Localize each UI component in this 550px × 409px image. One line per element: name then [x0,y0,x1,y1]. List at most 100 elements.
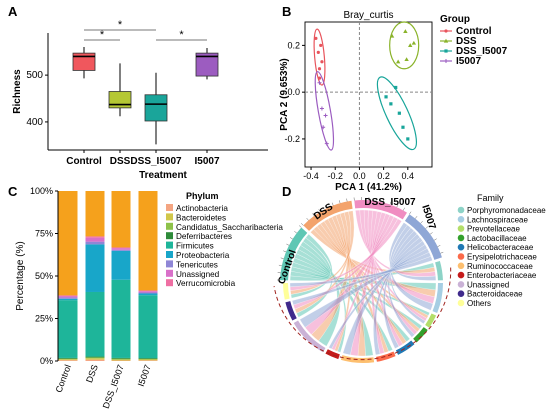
c-bar-segment [138,191,158,291]
d-family-sector [413,327,428,343]
b-point [394,85,398,90]
b-y-tick-label: 0.2 [287,40,300,50]
d-legend-label: Lactobacillaceae [467,234,527,243]
c-bar-segment [85,291,105,357]
c-bar-segment [111,250,131,280]
c-legend-label: Unassigned [176,270,220,279]
d-scale-tick [331,202,334,206]
a-x-tick-label: Control [66,156,102,167]
d-legend-label: Others [467,299,491,308]
d-group-sector [404,214,442,260]
d-legend-label: Lachnospiraceae [467,215,528,224]
c-bar-segment [58,297,78,299]
b-y-tick-label: 0.0 [287,87,300,97]
c-bar-segment [85,236,105,238]
d-scale-tick [298,225,302,228]
c-bar-segment [58,360,78,361]
panel-letter-d: D [282,184,291,199]
d-scale-tick [294,231,297,234]
d-legend-swatch [457,281,465,288]
c-bar-segment [58,358,78,360]
c-bar-segment [111,358,131,360]
panel-b-pca-scatter: Bray_curtis-0.4 -0.2 0.0 0.2 0.4-0.20.00.2PC… [279,10,508,193]
c-legend-label: Candidatus_Saccharibacteria [176,223,283,232]
c-bar-segment [85,237,105,242]
c-y-tick-label: 0% [40,356,53,366]
c-x-tick-label: Control [54,363,73,394]
b-point [384,95,388,99]
a-box [144,94,168,122]
c-legend-swatch [166,204,173,211]
a-x-tick-label: I5007 [194,156,219,167]
d-scale-tick [415,216,418,219]
c-legend-label: Tenericutes [176,260,218,269]
b-legend-marker [444,29,448,33]
c-x-tick-label: DSS_I5007 [101,363,126,409]
c-legend-label: Proteobacteria [176,251,230,260]
c-bar-segment [85,241,105,245]
d-scale-tick [396,204,399,208]
c-bar-segment [111,247,131,249]
d-legend-swatch [457,299,465,307]
c-bar-segment [85,358,105,360]
d-scale-tick [318,209,321,212]
panel-c-stacked-bars: 0%25%50%75%100%Percentage (%)Control DSS D… [15,186,283,409]
c-bar-segment [85,191,105,237]
b-point [324,141,329,146]
c-bar-segment [58,357,78,359]
c-legend-swatch [166,251,173,258]
b-x-tick-label: 0.0 [353,171,366,181]
b-point [408,43,413,47]
c-bar-segment [85,359,105,361]
d-legend-label: Bacteroidaceae [467,290,523,299]
d-family-sector [340,355,375,363]
b-point [317,67,322,71]
c-bar-segment [138,295,158,359]
c-legend-swatch [166,279,173,287]
b-point [316,50,320,55]
b-point [401,125,405,129]
d-scale-tick [346,198,348,202]
d-group-label: DSS_I5007 [364,197,416,208]
b-x-tick-label: -0.2 [327,171,343,181]
b-point [317,76,322,80]
d-scale-tick [280,257,284,259]
d-scale-tick [437,245,441,247]
d-group-sector [354,200,407,220]
b-point [321,125,326,130]
d-chord-link [289,256,433,287]
d-family-sector [325,349,340,360]
d-scale-tick [403,207,405,211]
b-point [406,137,410,141]
c-legend-label: Bacteroidetes [176,213,226,222]
c-legend-label: Firmicutes [176,242,214,251]
b-point [404,57,409,62]
b-x-tick-label: 0.4 [402,171,415,181]
b-legend-label: DSS_I5007 [456,46,508,57]
d-scale-tick [409,211,412,215]
panel-letter-c: C [8,184,18,199]
d-legend-title: Family [477,193,504,203]
d-legend-swatch [457,234,465,242]
d-dashed-outline [273,267,452,361]
c-bar-segment [138,292,158,294]
d-legend-label: Unassigned [467,280,509,289]
a-y-tick-label: 400 [26,117,43,128]
b-legend-marker [444,59,448,63]
b-point [319,106,324,111]
d-family-sector [293,320,326,353]
d-scale-tick [306,217,309,221]
a-x-axis-label: Treatment [139,170,187,181]
d-legend-label: Ruminococcaceae [467,262,533,271]
d-family-sector [376,351,396,362]
b-group-ellipse [376,76,418,151]
d-scale-tick [420,220,423,224]
b-x-tick-label: 0.2 [377,171,390,181]
c-bar-segment [111,279,131,358]
d-legend-label: Prevotellaceae [467,225,520,234]
c-bar-segment [58,296,78,298]
c-y-tick-label: 75% [35,229,53,239]
c-bar-segment [58,300,78,358]
